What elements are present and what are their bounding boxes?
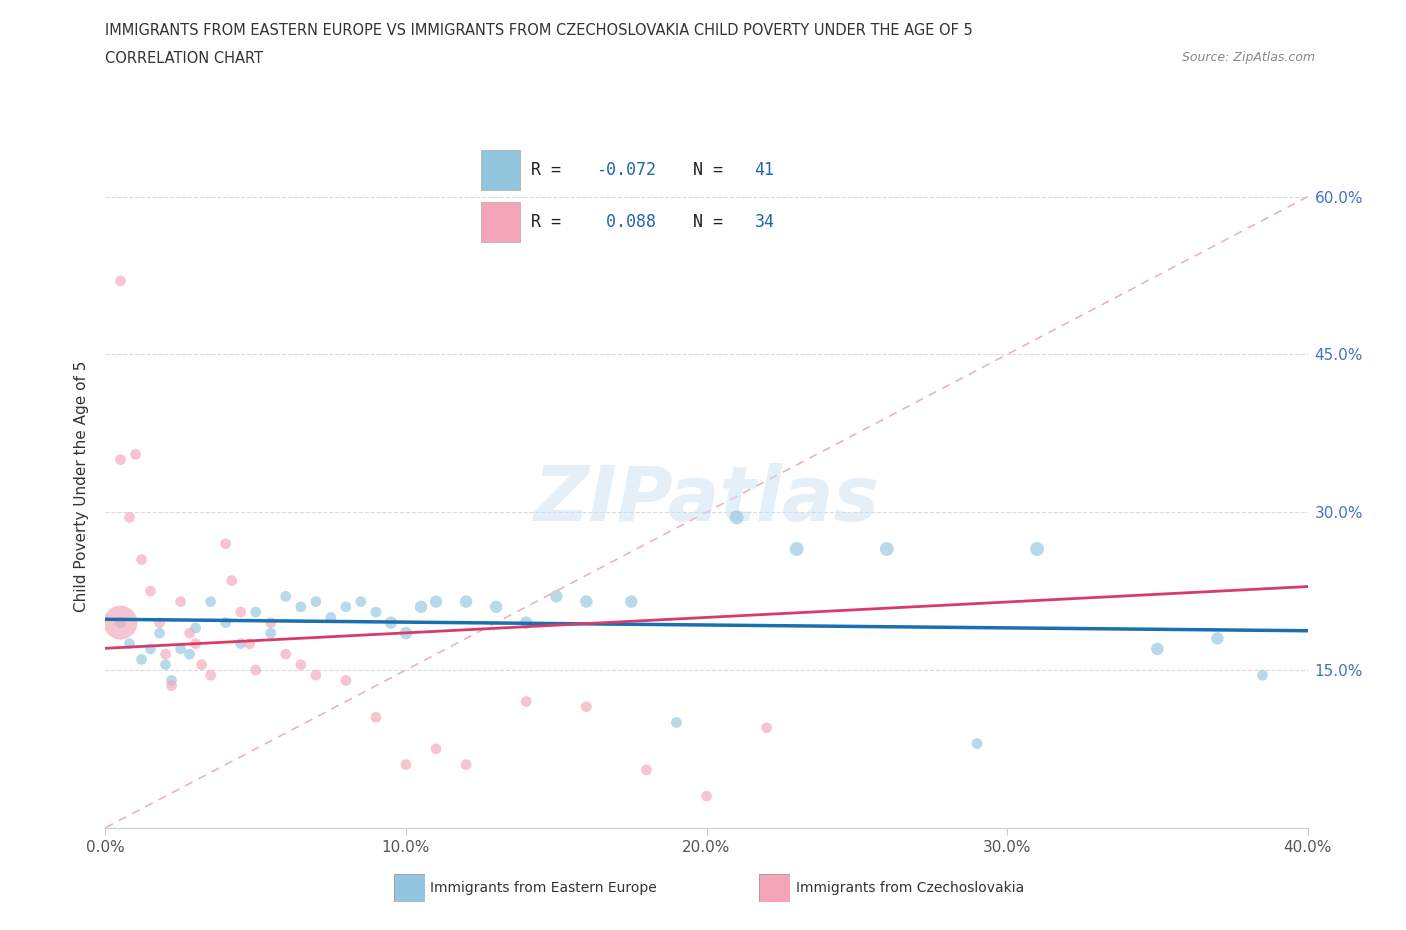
Text: CORRELATION CHART: CORRELATION CHART — [105, 51, 263, 66]
Point — [245, 662, 267, 677]
Point — [1251, 668, 1274, 683]
Point — [229, 636, 252, 651]
Point — [169, 594, 191, 609]
Text: IMMIGRANTS FROM EASTERN EUROPE VS IMMIGRANTS FROM CZECHOSLOVAKIA CHILD POVERTY U: IMMIGRANTS FROM EASTERN EUROPE VS IMMIGR… — [105, 23, 973, 38]
Point — [696, 789, 718, 804]
Point — [184, 620, 207, 635]
Point — [305, 594, 328, 609]
Point — [636, 763, 658, 777]
Point — [454, 757, 477, 772]
Point — [546, 589, 568, 604]
Point — [409, 600, 432, 615]
Point — [380, 616, 402, 631]
Text: Immigrants from Czechoslovakia: Immigrants from Czechoslovakia — [796, 881, 1024, 896]
Point — [274, 646, 297, 661]
Point — [190, 658, 212, 672]
Point — [110, 616, 132, 631]
Text: 0.088: 0.088 — [596, 213, 657, 231]
Point — [131, 552, 153, 567]
Point — [1206, 631, 1229, 645]
Point — [245, 604, 267, 619]
Point — [131, 652, 153, 667]
Point — [200, 668, 222, 683]
Point — [515, 616, 537, 631]
Point — [575, 699, 598, 714]
Point — [665, 715, 688, 730]
Text: N =: N = — [693, 213, 734, 231]
Point — [425, 741, 447, 756]
Point — [485, 600, 508, 615]
Point — [876, 541, 898, 556]
Point — [239, 636, 262, 651]
Point — [221, 573, 243, 588]
Text: R =: R = — [531, 161, 571, 179]
Point — [305, 668, 328, 683]
Point — [155, 646, 177, 661]
Point — [179, 646, 201, 661]
Point — [110, 452, 132, 467]
Point — [260, 626, 283, 641]
Y-axis label: Child Poverty Under the Age of 5: Child Poverty Under the Age of 5 — [75, 360, 90, 612]
Point — [454, 594, 477, 609]
Text: 41: 41 — [755, 161, 775, 179]
Point — [395, 757, 418, 772]
Point — [350, 594, 373, 609]
Point — [214, 616, 236, 631]
Point — [364, 604, 387, 619]
Point — [155, 658, 177, 672]
Point — [515, 694, 537, 709]
Bar — [481, 202, 520, 242]
Point — [169, 642, 191, 657]
Point — [260, 616, 283, 631]
Point — [139, 584, 162, 599]
Point — [229, 604, 252, 619]
Point — [1026, 541, 1049, 556]
Point — [335, 673, 357, 688]
Point — [395, 626, 418, 641]
Point — [184, 636, 207, 651]
Point — [118, 510, 141, 525]
Point — [110, 616, 132, 631]
Text: N =: N = — [693, 161, 734, 179]
Text: ZIPatlas: ZIPatlas — [533, 462, 880, 537]
Point — [160, 673, 183, 688]
Point — [1146, 642, 1168, 657]
Text: R =: R = — [531, 213, 571, 231]
Point — [124, 447, 146, 462]
Point — [425, 594, 447, 609]
Point — [725, 510, 748, 525]
Point — [274, 589, 297, 604]
Text: Immigrants from Eastern Europe: Immigrants from Eastern Europe — [430, 881, 657, 896]
Point — [290, 658, 312, 672]
Point — [148, 626, 170, 641]
Point — [966, 737, 988, 751]
Point — [319, 610, 342, 625]
Point — [335, 600, 357, 615]
Point — [200, 594, 222, 609]
Point — [620, 594, 643, 609]
Text: -0.072: -0.072 — [596, 161, 657, 179]
Point — [290, 600, 312, 615]
Point — [148, 616, 170, 631]
Text: Source: ZipAtlas.com: Source: ZipAtlas.com — [1181, 51, 1315, 64]
Point — [179, 626, 201, 641]
Bar — [481, 150, 520, 191]
Point — [160, 678, 183, 693]
Point — [139, 642, 162, 657]
Point — [364, 710, 387, 724]
Point — [118, 636, 141, 651]
Point — [110, 273, 132, 288]
Point — [755, 721, 778, 736]
Text: 34: 34 — [755, 213, 775, 231]
Point — [214, 537, 236, 551]
Point — [786, 541, 808, 556]
Point — [575, 594, 598, 609]
